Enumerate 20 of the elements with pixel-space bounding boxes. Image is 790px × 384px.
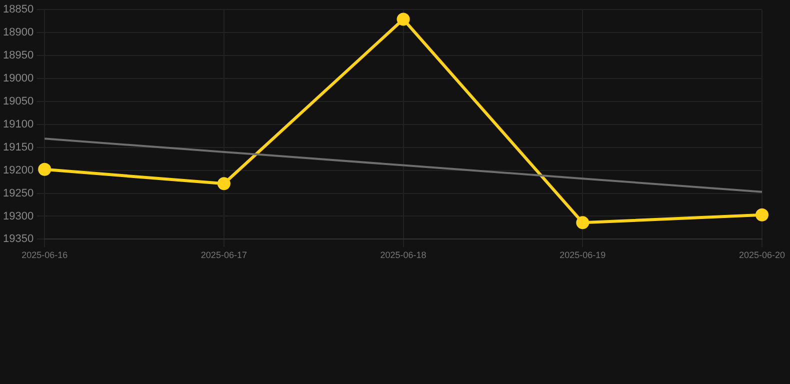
- x-tick-label: 2025-06-20: [738, 250, 786, 260]
- y-tick-label: 19200: [2, 164, 34, 176]
- y-tick-label: 18900: [2, 26, 34, 39]
- y-tick-label: 19100: [2, 118, 34, 130]
- x-tick-label: 2025-06-19: [560, 250, 606, 260]
- y-tick-label: 19350: [2, 233, 34, 246]
- x-tick-label: 2025-06-16: [22, 250, 68, 260]
- point: [396, 12, 410, 26]
- point: [217, 177, 230, 190]
- y-tick-label: 19150: [2, 141, 34, 154]
- x-tick-label: 2025-06-17: [200, 250, 247, 260]
- x-tick-label: 2025-06-18: [380, 250, 426, 260]
- y-tick-label: 19250: [2, 187, 34, 200]
- y-tick-label: 19050: [2, 95, 34, 108]
- y-tick-label: 19300: [2, 210, 34, 222]
- point: [756, 208, 768, 222]
- y-tick-label: 19000: [2, 72, 34, 85]
- point: [576, 216, 590, 230]
- y-tick-label: 18850: [2, 4, 34, 16]
- y-tick-label: 18950: [2, 50, 34, 62]
